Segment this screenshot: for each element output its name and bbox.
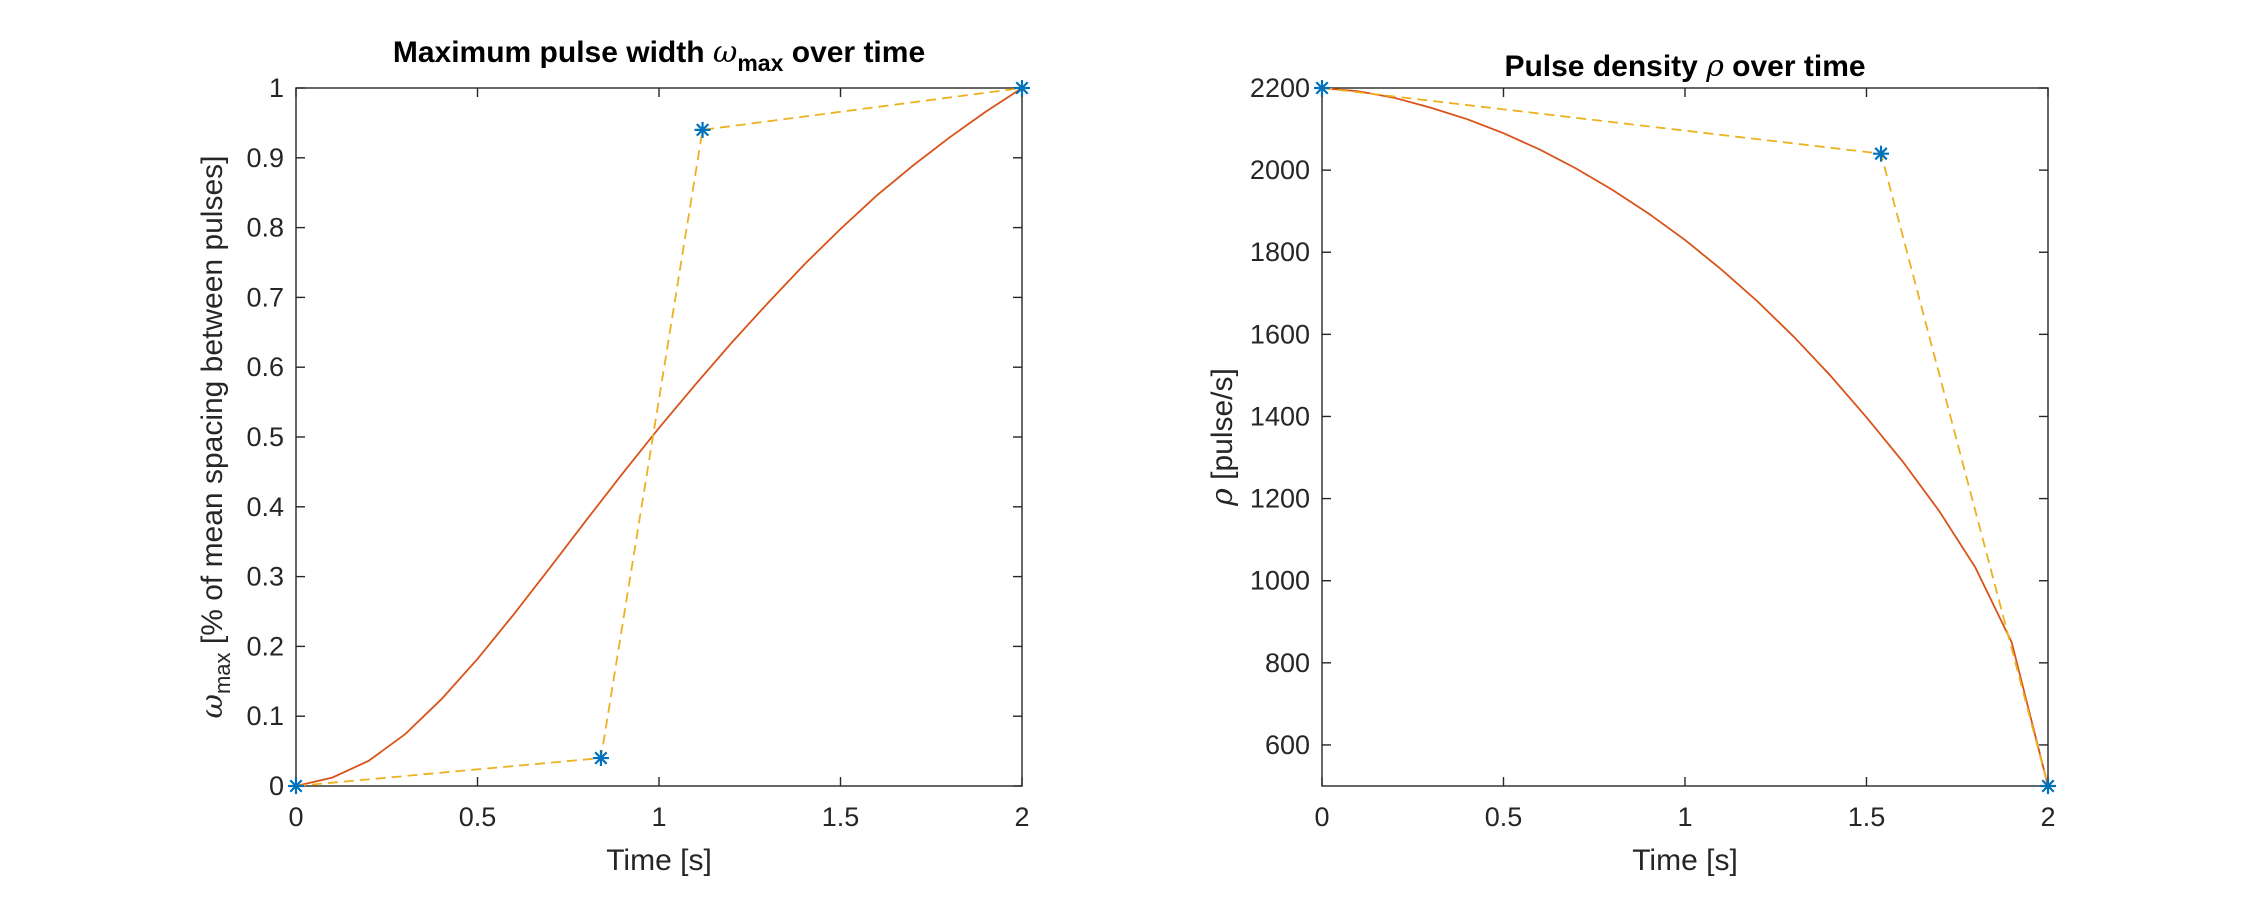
x-tick-label: 2 [1014, 802, 1029, 832]
y-tick-label: 0.5 [246, 422, 284, 452]
x-tick-label: 0 [288, 802, 303, 832]
y-tick-label: 0.2 [246, 631, 284, 661]
x-tick-label: 1.5 [822, 802, 860, 832]
x-tick-label: 1 [651, 802, 666, 832]
y-tick-label: 0.3 [246, 562, 284, 592]
x-tick-label: 1.5 [1848, 802, 1886, 832]
bezier-curve-line [1321, 87, 2049, 787]
y-tick-label: 0.4 [246, 492, 284, 522]
y-axis-label: ωmax [% of mean spacing between pulses] [195, 156, 235, 719]
x-tick-label: 0 [1314, 802, 1329, 832]
y-tick-label: 1400 [1250, 401, 1310, 431]
y-tick-label: 2200 [1250, 73, 1310, 103]
control-point-marker [694, 121, 711, 138]
control-point-marker [1873, 145, 1890, 162]
control-point-marker [592, 750, 609, 767]
y-tick-label: 1600 [1250, 319, 1310, 349]
y-tick-label: 1000 [1250, 566, 1310, 596]
y-tick-label: 0.1 [246, 701, 284, 731]
chart-panel-pulse-width: 0 0.5 1 1.5 2 0 0.1 0.2 0.3 0.4 0.5 0.6 0.7 0.8 0.9 1 Ti… [195, 35, 1030, 877]
x-tick-label: 1 [1677, 802, 1692, 832]
bezier-curve-line [295, 87, 1023, 787]
y-axis-label: ρ [pulse/s] [1205, 368, 1240, 507]
x-tick-label: 0.5 [459, 802, 497, 832]
control-point-marker [2040, 778, 2056, 794]
plot-box [1321, 87, 2049, 787]
x-tick-label: 0.5 [1485, 802, 1523, 832]
y-tick-label: 0.7 [246, 282, 284, 312]
y-tick-label: 0.8 [246, 213, 284, 243]
chart-panel-pulse-density: 0 0.5 1 1.5 2 600 800 1000 1200 1400 1600 1800 2000 2… [1205, 49, 2056, 877]
y-tick-label: 1 [269, 73, 284, 103]
y-tick-label: 2000 [1250, 155, 1310, 185]
control-point-marker [1014, 80, 1030, 96]
control-polygon-line [295, 87, 1023, 787]
y-tick-label: 0 [269, 771, 284, 801]
y-tick-label: 0.9 [246, 143, 284, 173]
control-point-marker [1314, 80, 1330, 96]
y-tick-label: 0.6 [246, 352, 284, 382]
chart-title: Maximum pulse width ωmax over time [393, 35, 925, 76]
chart-title: Pulse density ρ over time [1504, 49, 1865, 84]
y-tick-label: 1200 [1250, 484, 1310, 514]
y-tick-label: 1800 [1250, 237, 1310, 267]
x-axis-label: Time [s] [1632, 844, 1738, 877]
plot-box [295, 87, 1023, 787]
control-polygon-line [1321, 87, 2049, 787]
x-axis-label: Time [s] [606, 844, 712, 877]
x-tick-label: 2 [2040, 802, 2055, 832]
y-tick-label: 600 [1265, 730, 1310, 760]
control-point-marker [288, 778, 304, 794]
y-tick-label: 800 [1265, 648, 1310, 678]
